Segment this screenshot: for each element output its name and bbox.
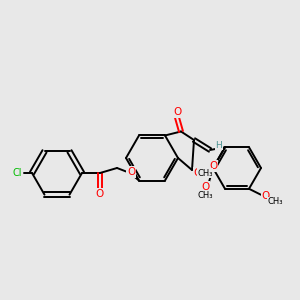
Text: O: O (201, 182, 209, 192)
Text: O: O (173, 107, 181, 118)
Text: CH₃: CH₃ (197, 169, 213, 178)
Text: O: O (194, 168, 202, 178)
Text: O: O (96, 189, 104, 199)
Text: Cl: Cl (12, 168, 22, 178)
Text: O: O (127, 167, 135, 177)
Text: CH₃: CH₃ (197, 191, 213, 200)
Text: H: H (216, 140, 222, 149)
Text: O: O (209, 161, 217, 171)
Text: O: O (262, 191, 270, 201)
Text: CH₃: CH₃ (267, 197, 283, 206)
